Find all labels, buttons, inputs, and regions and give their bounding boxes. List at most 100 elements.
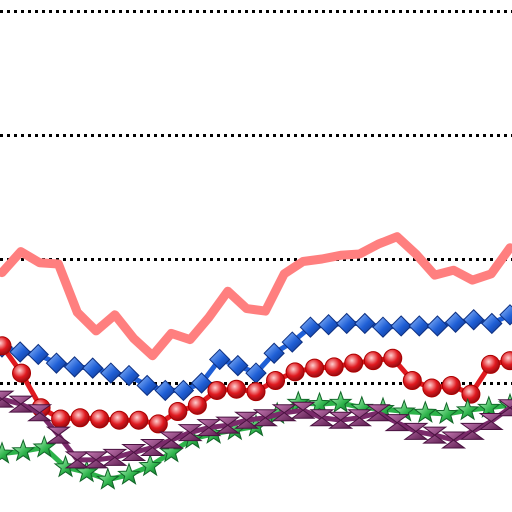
data-point [187,395,207,415]
series-group [0,232,512,490]
data-point [336,312,358,335]
data-point [328,390,353,413]
data-point [27,343,49,366]
data-point [463,309,485,331]
data-point [455,397,480,421]
data-point [45,426,71,444]
data-point [441,431,467,449]
data-point [459,422,485,440]
data-point [158,431,184,449]
data-point [372,316,394,338]
data-point [63,356,86,378]
data-point [0,390,15,408]
data-point [500,351,512,371]
data-point [309,409,335,427]
series-1 [0,232,512,361]
data-point [354,312,376,335]
data-point [444,311,467,333]
data-point [11,438,36,462]
data-point [148,414,168,434]
data-point [90,409,110,429]
data-point [226,379,246,399]
data-point [154,379,176,402]
series-line [0,396,512,463]
data-point [422,378,442,398]
data-point [441,375,461,395]
data-point [70,408,90,428]
data-point [8,395,34,413]
data-point [136,374,158,397]
data-point [209,348,231,371]
data-point [100,362,122,384]
data-point [207,380,227,400]
data-point [246,382,266,402]
data-point [215,416,241,434]
data-point [64,451,90,469]
data-point [390,315,412,337]
data-point [109,410,129,430]
data-point [402,371,422,391]
series-line [0,232,512,361]
data-point [252,409,278,427]
series-3 [0,336,512,434]
data-point [383,348,403,368]
data-point [227,354,249,377]
data-point [422,426,448,444]
data-point [51,409,71,429]
data-point [83,451,109,469]
data-point [129,410,149,430]
series-2 [0,304,512,402]
grid-lines [0,10,512,385]
data-point [281,331,303,353]
data-point [413,400,438,423]
data-point [266,371,286,391]
data-point [74,459,99,483]
data-point [82,357,104,379]
data-point [234,411,260,429]
data-point [461,384,481,404]
data-point [190,372,213,394]
data-point [499,304,512,326]
data-point [317,314,340,336]
data-point [159,439,184,463]
data-point [32,435,57,458]
data-point [177,424,203,442]
data-point [324,357,344,377]
data-point [118,364,140,387]
data-point [263,342,285,364]
data-point [497,399,512,417]
data-point [434,401,459,425]
data-point [384,414,410,432]
data-point [476,395,501,418]
data-point [363,351,383,371]
data-point [138,453,162,477]
data-point [168,402,188,422]
data-point [299,316,322,338]
data-point [102,448,128,466]
data-point [481,312,503,335]
data-point [9,341,31,363]
data-point [139,438,166,456]
data-point [305,358,325,378]
data-point [271,404,297,422]
data-point [346,409,373,427]
data-point [307,391,332,415]
data-point [403,422,429,440]
data-point [117,462,141,485]
data-point [95,467,120,490]
series-5 [0,390,512,469]
data-point [12,363,32,383]
data-point [0,441,14,464]
data-point [328,411,354,429]
data-point [365,404,391,422]
data-point [426,315,449,337]
data-point [27,404,53,422]
data-point [408,315,430,337]
data-point [0,336,12,356]
data-point [480,354,500,374]
data-point [196,419,222,437]
data-point [172,379,195,402]
data-point [344,353,364,373]
